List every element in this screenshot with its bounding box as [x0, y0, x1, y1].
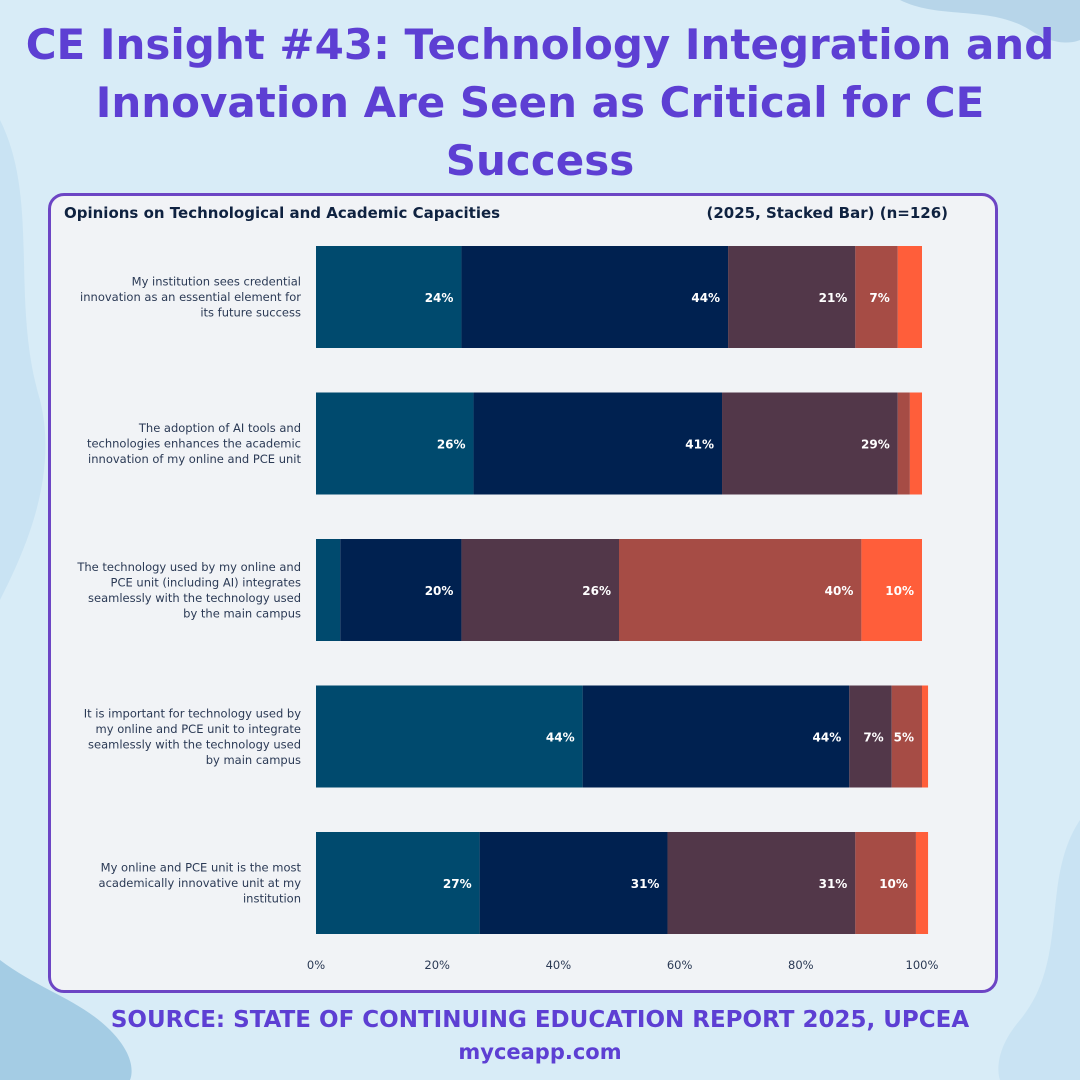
bar-row4-segment4: [891, 685, 922, 788]
bar-row2-segment2: [473, 392, 723, 495]
bar-label-row3-segment4: 40%: [825, 584, 854, 598]
bar-row1-segment3: [728, 246, 856, 348]
bar-row1-segment1: [316, 246, 462, 348]
bar-label-row3-segment2: 20%: [425, 584, 454, 598]
bar-label-row4-segment1: 44%: [546, 731, 575, 745]
category-label-1: My institution sees credential innovation…: [80, 275, 301, 320]
chart-panel: Opinions on Technological and Academic C…: [48, 193, 998, 993]
x-tick-label-0: 0%: [307, 958, 325, 972]
source-note: SOURCE: STATE OF CONTINUING EDUCATION RE…: [110, 1007, 970, 1033]
bar-label-row4-segment3: 7%: [863, 731, 883, 745]
bar-row4-segment3: [849, 685, 892, 788]
bar-label-row2-segment3: 29%: [861, 438, 890, 452]
bar-row1-segment5: [897, 246, 922, 348]
wave-top-right: [900, 0, 1080, 43]
chart-subtitle: (2025, Stacked Bar) (n=126): [706, 204, 948, 222]
bar-label-row1-segment1: 24%: [425, 291, 454, 305]
category-labels-group: My institution sees credential innovation…: [76, 275, 301, 906]
bars-group: [316, 246, 929, 934]
bar-labels-group: 24% 44% 21% 7% 26% 41% 29% 20% 26% 40% 10% 44% 44% 7%…: [425, 291, 914, 891]
bar-label-row3-segment5: 10%: [885, 584, 914, 598]
bar-row2-segment5: [909, 392, 922, 495]
bar-row5-segment1: [316, 832, 480, 934]
bar-row2-segment4: [897, 392, 910, 495]
bar-row4-segment1: [316, 685, 583, 788]
chart-title: Opinions on Technological and Academic C…: [64, 204, 501, 222]
x-ticks-group: 0% 20% 40% 60% 80% 100%: [307, 958, 939, 972]
bar-row3-segment3: [461, 539, 619, 641]
bar-row3-segment1: [316, 539, 341, 641]
bar-label-row4-segment2: 44%: [813, 731, 842, 745]
bar-label-row5-segment1: 27%: [443, 877, 472, 891]
bar-label-row3-segment3: 26%: [582, 584, 611, 598]
bar-label-row1-segment2: 44%: [691, 291, 720, 305]
bar-row5-segment2: [479, 832, 668, 934]
page-title: CE Insight #43: Technology Integration a…: [25, 20, 1055, 185]
category-label-5: My online and PCE unit is the most academ…: [99, 861, 302, 906]
stacked-bar-chart: 24% 44% 21% 7% 26% 41% 29% 20% 26% 40% 10% 44% 44% 7%…: [76, 246, 939, 972]
wave-bottom-right: [998, 820, 1080, 1080]
bar-label-row5-segment3: 31%: [819, 877, 848, 891]
bar-row4-segment5: [922, 685, 929, 788]
bar-row1-segment2: [461, 246, 729, 348]
category-label-2: The adoption of AI tools and technologies…: [87, 421, 302, 466]
bar-row2-segment1: [316, 392, 474, 495]
bar-label-row4-segment4: 5%: [894, 731, 914, 745]
bar-row3-segment2: [340, 539, 462, 641]
x-tick-label-3: 60%: [667, 958, 693, 972]
x-tick-label-1: 20%: [424, 958, 450, 972]
bar-label-row1-segment4: 7%: [869, 291, 889, 305]
bar-row5-segment4: [855, 832, 916, 934]
bar-label-row1-segment3: 21%: [819, 291, 848, 305]
bar-label-row5-segment4: 10%: [879, 877, 908, 891]
x-tick-label-5: 100%: [906, 958, 939, 972]
website-link[interactable]: myceapp.com: [458, 1040, 622, 1064]
bar-row3-segment4: [619, 539, 862, 641]
wave-left: [0, 120, 46, 600]
bar-label-row5-segment2: 31%: [631, 877, 660, 891]
bar-label-row2-segment2: 41%: [685, 438, 714, 452]
wave-bottom-left: [0, 960, 132, 1080]
x-tick-label-4: 80%: [788, 958, 814, 972]
x-tick-label-2: 40%: [546, 958, 572, 972]
bar-label-row2-segment1: 26%: [437, 438, 466, 452]
bar-row3-segment5: [861, 539, 922, 641]
bar-row5-segment5: [915, 832, 929, 934]
category-label-3: The technology used by my online and PCE …: [76, 560, 301, 621]
bar-row2-segment3: [722, 392, 898, 495]
bar-row5-segment3: [667, 832, 856, 934]
bar-row4-segment2: [582, 685, 850, 788]
category-label-4: It is important for technology used by my…: [84, 706, 301, 767]
bar-row1-segment4: [855, 246, 898, 348]
